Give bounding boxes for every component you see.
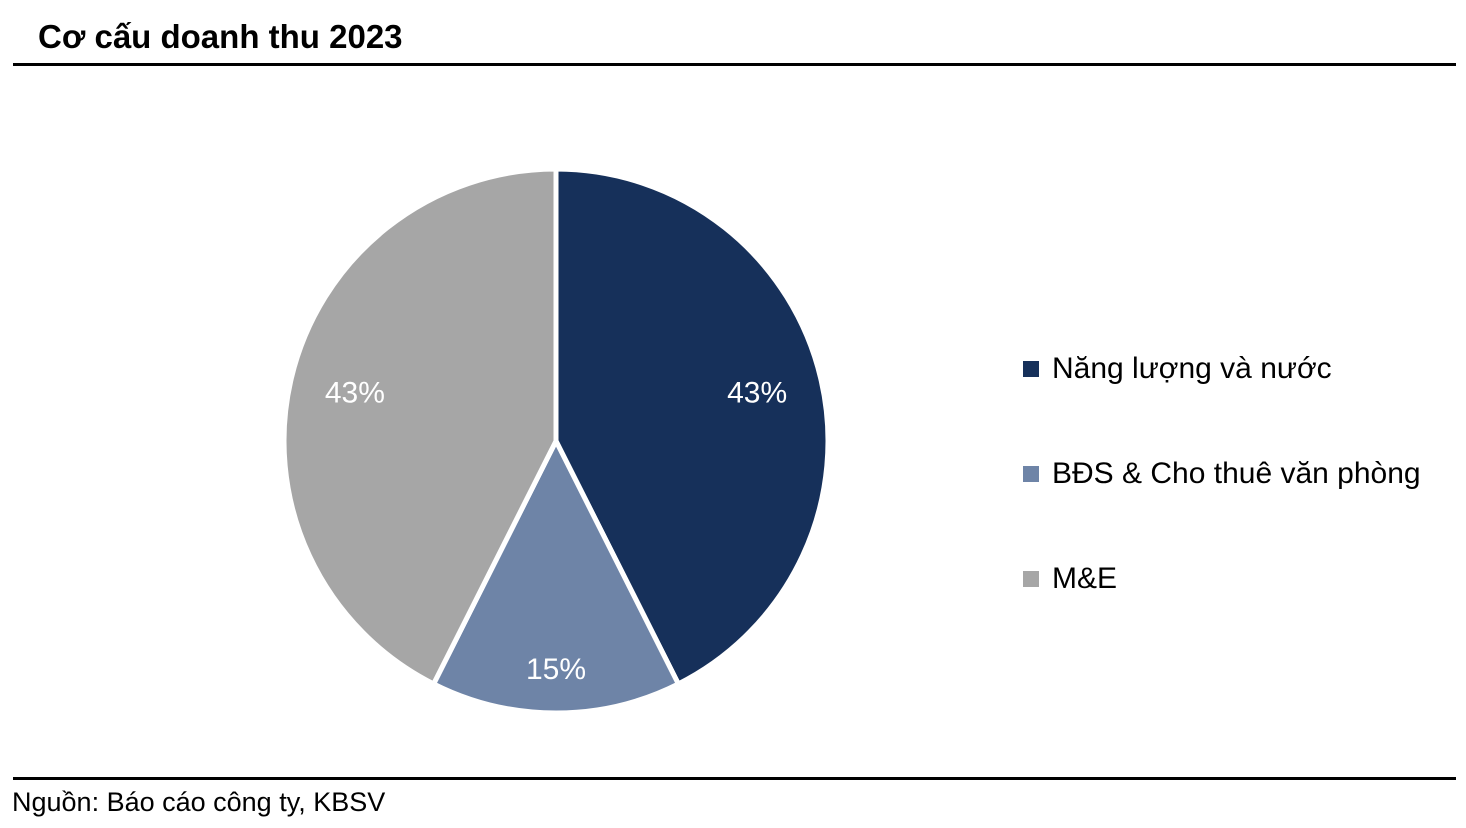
legend-label: M&E bbox=[1052, 561, 1118, 595]
source-note: Nguồn: Báo cáo công ty, KBSV bbox=[12, 787, 386, 817]
title-divider bbox=[13, 63, 1456, 66]
pie-chart: 43% 15% 43% bbox=[281, 166, 831, 716]
legend-marker-icon bbox=[1023, 570, 1039, 587]
legend-marker-icon bbox=[1023, 360, 1039, 377]
pie-slice-value-label: 15% bbox=[526, 653, 586, 686]
pie-slice-2 bbox=[281, 166, 559, 687]
legend: Năng lượng và nước BĐS & Cho thuê văn ph… bbox=[1023, 347, 1421, 662]
chart-title: Cơ cấu doanh thu 2023 bbox=[38, 18, 403, 55]
pie-slice-0 bbox=[553, 166, 831, 687]
pie-slice-value-label: 43% bbox=[727, 377, 787, 410]
legend-marker-icon bbox=[1023, 465, 1039, 482]
legend-label: BĐS & Cho thuê văn phòng bbox=[1052, 456, 1421, 490]
legend-item-me: M&E bbox=[1023, 557, 1421, 600]
pie-slice-1 bbox=[431, 438, 681, 716]
pie-slice-value-label: 43% bbox=[325, 377, 385, 410]
legend-item-bds-cho-thue-van-phong: BĐS & Cho thuê văn phòng bbox=[1023, 452, 1421, 495]
footer-divider bbox=[13, 777, 1456, 780]
legend-item-nang-luong-va-nuoc: Năng lượng và nước bbox=[1023, 347, 1421, 390]
legend-label: Năng lượng và nước bbox=[1052, 351, 1332, 385]
